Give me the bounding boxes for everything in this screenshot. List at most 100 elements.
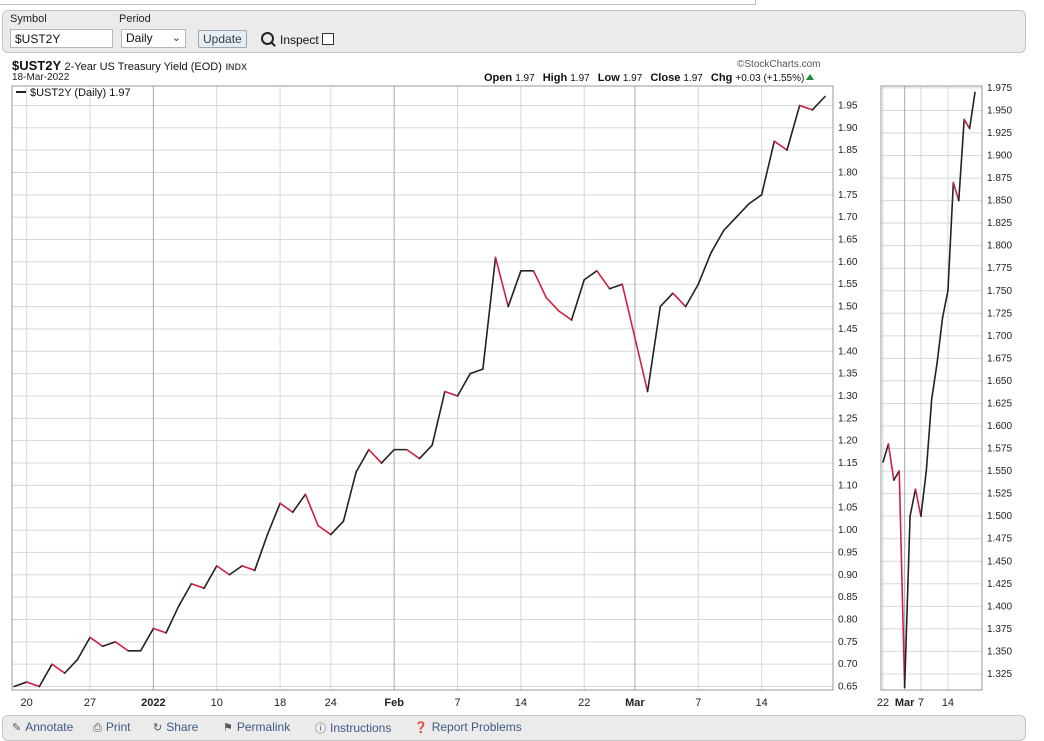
series-segment: [38, 663, 53, 688]
high-value: 1.97: [570, 73, 590, 84]
series-segment: [469, 368, 484, 375]
series-segment: [380, 448, 395, 464]
series-segment: [89, 636, 104, 648]
series-segment: [621, 283, 636, 339]
printer-icon: ⎙: [93, 722, 102, 734]
y-tick-label: 1.850: [987, 196, 1012, 207]
y-tick-label: 0.95: [838, 547, 858, 558]
series-segment: [25, 681, 41, 688]
series-segment: [507, 270, 522, 308]
y-tick-label: 1.700: [987, 331, 1012, 342]
chart-exchange: INDX: [225, 62, 247, 72]
series-segment: [957, 118, 965, 202]
main-grid: [12, 86, 833, 690]
series-segment: [215, 565, 231, 576]
series-segment: [930, 362, 938, 400]
main-plot-frame: [11, 85, 834, 691]
series-segment: [634, 337, 649, 393]
series-segment: [418, 444, 433, 460]
high-label: High: [542, 72, 568, 84]
chart-name: 2-Year US Treasury Yield (EOD): [64, 61, 222, 73]
x-tick-label: Feb: [384, 697, 404, 709]
footer-bar: ✎ Annotate ⎙ Print ↻ Share ⚑ Permalink ⓘ Inst…: [2, 715, 1026, 741]
legend-label: $UST2Y (Daily) 1.97: [30, 87, 131, 99]
up-arrow-icon: [806, 74, 815, 80]
series-segment: [317, 524, 332, 536]
series-segment: [786, 104, 801, 151]
series-segment: [735, 202, 750, 218]
open-value: 1.97: [515, 73, 535, 84]
symbol-label: Symbol: [10, 13, 47, 25]
series-segment: [51, 663, 66, 674]
y-tick-label: 1.25: [838, 413, 858, 424]
y-tick-label: 1.05: [838, 503, 858, 514]
x-tick-label: 27: [84, 697, 96, 709]
series-segment: [266, 502, 281, 536]
report-problems-link[interactable]: ❓ Report Problems: [414, 720, 522, 734]
x-tick-label: 20: [21, 697, 33, 709]
y-tick-label: 1.350: [987, 646, 1012, 657]
permalink-link[interactable]: ⚑ Permalink: [223, 720, 290, 734]
series-segment: [570, 278, 586, 321]
y-tick-label: 1.450: [987, 556, 1012, 567]
print-link[interactable]: ⎙ Print: [93, 720, 131, 735]
series-segment: [431, 390, 446, 446]
series-segment: [941, 289, 949, 319]
update-button[interactable]: Update: [198, 30, 247, 48]
main-x-axis: 20 27 2022 10 18 24 Feb 7 14 22 Mar 7 14: [21, 697, 768, 709]
x-tick-label: Mar: [895, 697, 915, 709]
y-tick-label: 1.15: [838, 458, 858, 469]
chart-symbol: $UST2Y: [12, 58, 61, 73]
side-plot-frame: [880, 85, 983, 691]
series-segment: [444, 390, 459, 397]
y-tick-label: 0.90: [838, 570, 858, 581]
period-select[interactable]: Daily ⌄: [121, 29, 186, 48]
period-label: Period: [119, 13, 151, 25]
print-label: Print: [105, 720, 131, 734]
y-tick-label: 1.90: [838, 123, 858, 134]
share-link[interactable]: ↻ Share: [153, 720, 198, 734]
period-value: Daily: [126, 31, 153, 45]
x-tick-label: 14: [942, 697, 954, 709]
brand-logo: ©StockCharts.com: [737, 59, 821, 70]
series-segment: [139, 627, 155, 652]
y-tick-label: 1.800: [987, 241, 1012, 252]
series-segment: [406, 448, 421, 460]
y-tick-label: 1.35: [838, 369, 858, 380]
main-price-chart[interactable]: 0.65 0.70 0.75 0.80 0.85 0.90 0.95 1.00 1.05 1.10…: [0, 0, 1044, 714]
inspect-checkbox[interactable]: [321, 33, 334, 45]
y-tick-label: 1.60: [838, 257, 858, 268]
series-segment: [114, 641, 129, 652]
main-series-line: [13, 95, 826, 688]
chart-title: $UST2Y 2-Year US Treasury Yield (EOD) IN…: [12, 58, 247, 73]
y-tick-label: 1.900: [987, 151, 1012, 162]
close-label: Close: [650, 72, 681, 84]
y-tick-label: 1.55: [838, 279, 858, 290]
side-series-line: [882, 91, 976, 689]
series-segment: [545, 296, 560, 312]
x-tick-label: 14: [756, 697, 768, 709]
annotate-link[interactable]: ✎ Annotate: [12, 720, 73, 734]
y-tick-label: 1.50: [838, 302, 858, 313]
series-segment: [494, 256, 510, 308]
series-segment: [748, 194, 763, 205]
symbol-input[interactable]: $UST2Y: [10, 29, 113, 48]
series-segment: [63, 658, 79, 674]
series-segment: [952, 181, 960, 202]
instructions-link[interactable]: ⓘ Instructions: [315, 720, 391, 736]
low-value: 1.97: [622, 73, 643, 84]
series-segment: [710, 229, 725, 254]
y-tick-label: 1.650: [987, 376, 1012, 387]
inspect-toggle[interactable]: Inspect: [261, 32, 334, 47]
series-segment: [165, 605, 180, 634]
series-segment: [279, 502, 294, 514]
series-segment: [291, 493, 307, 514]
series-segment: [659, 292, 674, 308]
series-segment: [798, 104, 814, 111]
share-label: Share: [166, 720, 199, 734]
x-tick-label: 22: [877, 697, 889, 709]
series-segment: [368, 448, 383, 464]
side-y-axis: 1.325 1.350 1.375 1.400 1.425 1.450 1.475 1.500…: [987, 83, 1012, 680]
series-segment: [903, 515, 911, 689]
x-tick-label: 22: [578, 697, 590, 709]
